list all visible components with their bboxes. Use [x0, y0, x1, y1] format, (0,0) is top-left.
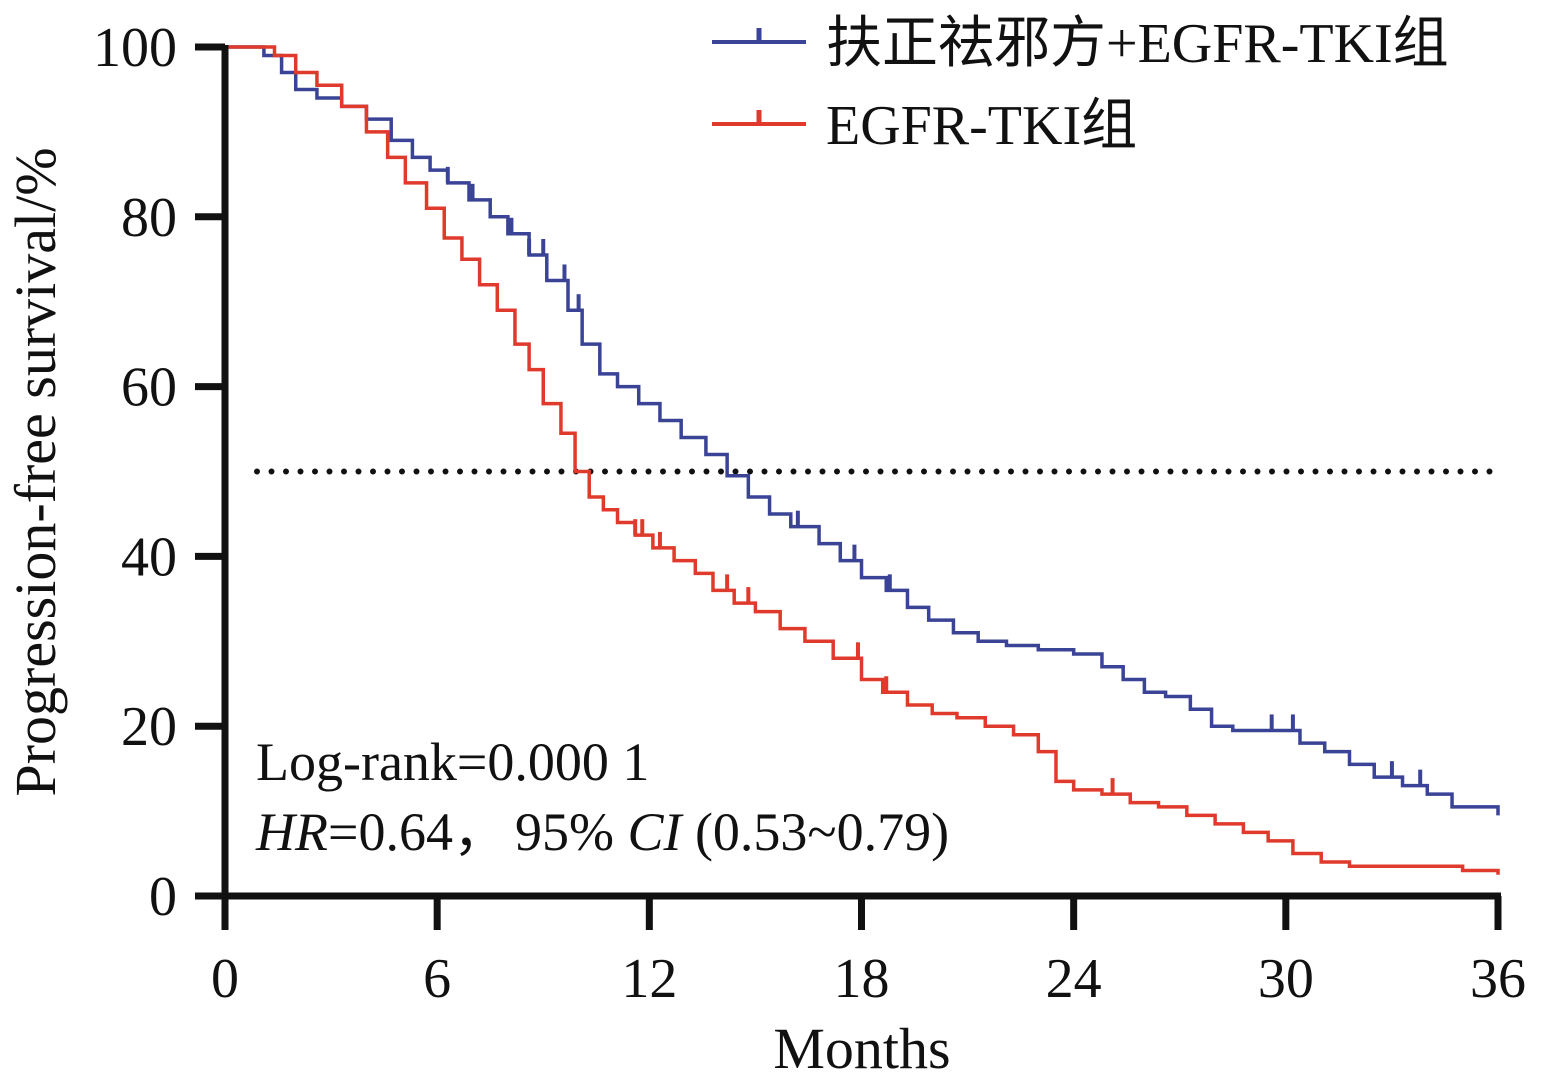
y-tick-label: 0 — [149, 866, 177, 928]
x-tick-label: 30 — [1258, 948, 1314, 1010]
x-tick-label: 12 — [621, 948, 677, 1010]
series-line-2 — [225, 45, 1500, 875]
x-tick-label: 18 — [834, 948, 890, 1010]
hr-label: HR — [255, 802, 328, 862]
y-axis-title: Progression-free survival/% — [3, 147, 68, 796]
legend-item-series-2: EGFR-TKI组 — [712, 95, 1137, 157]
log-rank-text: Log-rank=0.000 1 — [256, 732, 649, 792]
stats-annotation: Log-rank=0.000 1 HR=0.64， 95% CI (0.53~0.… — [255, 732, 949, 862]
y-tick-label: 20 — [121, 696, 177, 758]
ci-value: (0.53~0.79) — [681, 802, 949, 862]
x-tick-label: 36 — [1470, 948, 1526, 1010]
axes-layer: 0 20 40 60 80 100 0 6 12 18 24 30 36 — [93, 17, 1526, 1010]
x-axis-title: Months — [773, 1016, 950, 1081]
legend: 扶正祛邪方+EGFR-TKI组 EGFR-TKI组 — [712, 13, 1449, 157]
y-tick-label: 40 — [121, 526, 177, 588]
hazard-ratio-text: HR=0.64， 95% CI (0.53~0.79) — [255, 802, 949, 862]
x-tick-label: 0 — [211, 948, 239, 1010]
ci-label: CI — [627, 802, 684, 862]
legend-label-series-2: EGFR-TKI组 — [826, 95, 1137, 157]
hr-value: =0.64， — [328, 802, 507, 862]
series-layer — [225, 45, 1500, 875]
y-tick-label: 60 — [121, 357, 177, 419]
y-tick-label: 80 — [121, 187, 177, 249]
legend-item-series-1: 扶正祛邪方+EGFR-TKI组 — [712, 13, 1449, 75]
ci-prefix: 95% — [515, 802, 627, 862]
y-tick-label: 100 — [93, 17, 177, 79]
legend-label-series-1: 扶正祛邪方+EGFR-TKI组 — [826, 13, 1449, 75]
x-tick-label: 6 — [423, 948, 451, 1010]
series-line-1 — [225, 45, 1500, 816]
x-tick-label: 24 — [1046, 948, 1102, 1010]
